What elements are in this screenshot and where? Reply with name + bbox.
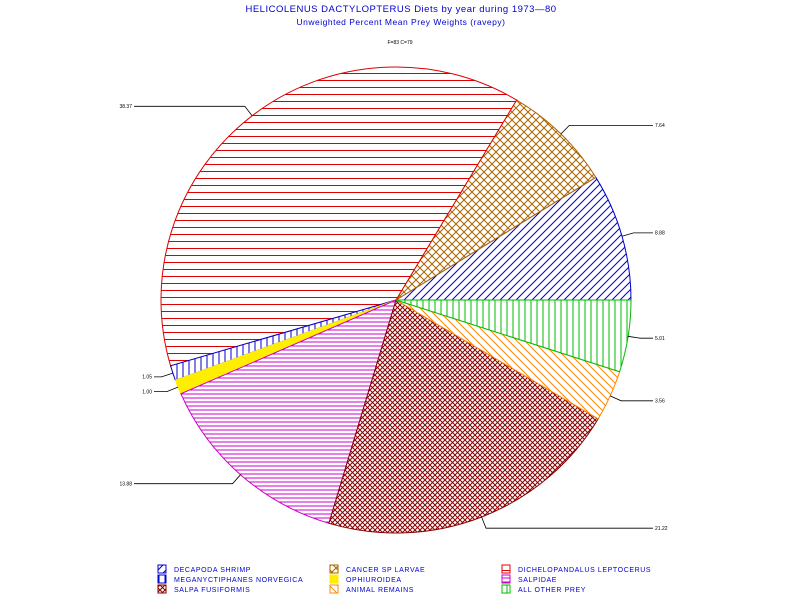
pie-slice-cancer-sp-larvae bbox=[395, 99, 597, 301]
leader-line bbox=[481, 516, 653, 529]
slice-value-label: 13.88 bbox=[119, 481, 132, 487]
leader-line bbox=[628, 335, 653, 339]
leader-line bbox=[134, 474, 241, 485]
legend-swatch bbox=[329, 584, 339, 594]
legend-label: OPHIUROIDEA bbox=[346, 577, 402, 584]
slice-value-label: 7.64 bbox=[655, 123, 665, 129]
slice-value-label: 38.37 bbox=[119, 104, 132, 110]
chart-title: HELICOLENUS DACTYLOPTERUS Diets by year … bbox=[245, 4, 556, 15]
slice-value-label: 1.05 bbox=[142, 375, 152, 381]
leader-line bbox=[610, 395, 653, 402]
legend-label: DICHELOPANDALUS LEPTOCERUS bbox=[518, 567, 651, 574]
chart-note: F=83 C=79 bbox=[387, 40, 412, 46]
slice-value-label: 1.00 bbox=[142, 389, 152, 395]
pie-slice-dichelopandalus-leptocerus bbox=[160, 66, 518, 367]
pie-labels: 8.88 7.64 38.37 1.05 1.00 13.88 21.22 3.56 5.01 bbox=[119, 104, 667, 532]
slice-value-label: 8.88 bbox=[655, 231, 665, 237]
legend-swatch bbox=[157, 564, 167, 574]
legend-label: SALPA FUSIFORMIS bbox=[174, 587, 250, 594]
pie-slice-decapoda-shrimp bbox=[394, 176, 632, 301]
legend-swatch bbox=[157, 584, 167, 594]
leader-line bbox=[560, 125, 653, 135]
slice-value-label: 21.22 bbox=[655, 526, 668, 532]
legend-label: MEGANYCTIPHANES NORVEGICA bbox=[174, 577, 303, 584]
pie-slice-salpa-fusiformis bbox=[328, 299, 599, 534]
legend-swatch bbox=[501, 584, 511, 594]
legend-swatch bbox=[329, 574, 339, 584]
legend-swatch bbox=[157, 574, 167, 584]
legend-label: SALPIDAE bbox=[518, 577, 557, 584]
pie-slice-salpidae bbox=[180, 299, 397, 524]
legend-label: ALL OTHER PREY bbox=[518, 587, 586, 594]
leader-line bbox=[134, 105, 253, 117]
legend-swatch bbox=[329, 564, 339, 574]
slice-value-label: 3.56 bbox=[655, 399, 665, 405]
legend: DECAPODA SHRIMP CANCER SP LARVAE DICHELOPA… bbox=[157, 564, 651, 594]
leader-line bbox=[154, 386, 179, 393]
pie-slices bbox=[160, 66, 632, 534]
chart-subtitle: Unweighted Percent Mean Prey Weights (ra… bbox=[297, 17, 506, 27]
leader-line bbox=[621, 232, 653, 237]
legend-label: DECAPODA SHRIMP bbox=[174, 567, 251, 574]
legend-swatch bbox=[501, 564, 511, 574]
legend-label: ANIMAL REMAINS bbox=[346, 587, 414, 594]
leader-line bbox=[154, 372, 174, 378]
legend-swatch bbox=[501, 574, 511, 584]
legend-label: CANCER SP LARVAE bbox=[346, 567, 425, 574]
slice-value-label: 5.01 bbox=[655, 336, 665, 342]
